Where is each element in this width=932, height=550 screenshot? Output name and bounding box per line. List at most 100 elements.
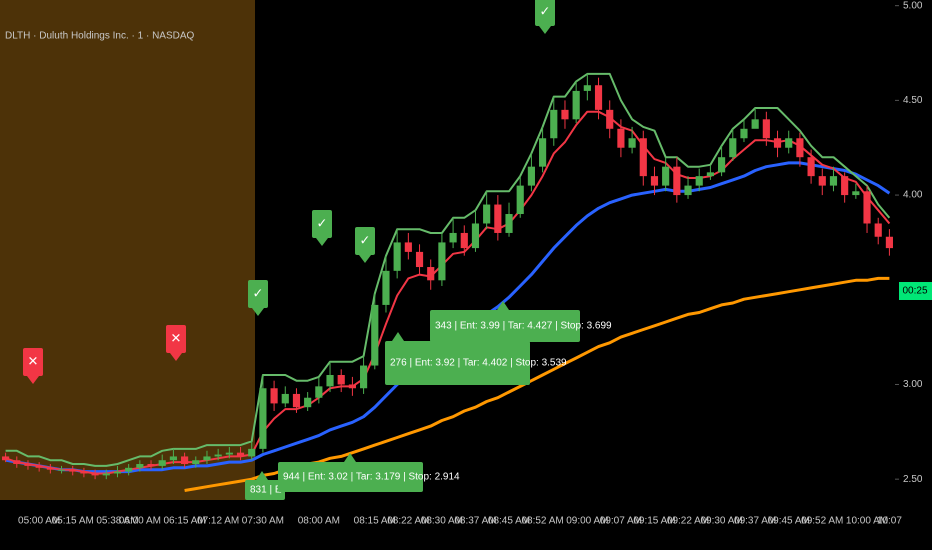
- countdown-label: 00:25: [902, 286, 927, 297]
- trade-box: 831 | E: [245, 471, 285, 500]
- trade-box-bg: [385, 341, 530, 385]
- candle-body: [360, 365, 368, 389]
- candle-body: [527, 166, 535, 186]
- signal-badge: ✓: [355, 227, 375, 263]
- candle-body: [516, 185, 524, 215]
- signal-pointer: [316, 238, 328, 246]
- trade-pointer: [392, 332, 404, 341]
- candle-body: [729, 138, 737, 158]
- candle-body: [270, 388, 278, 404]
- candle-body: [539, 138, 547, 167]
- candle-body: [662, 166, 670, 186]
- signal-box: [23, 348, 43, 376]
- trade-box-bg: [278, 462, 423, 492]
- candle-body: [483, 204, 491, 224]
- candle-body: [829, 176, 838, 186]
- signal-box: [355, 227, 375, 255]
- candle-body: [203, 456, 211, 461]
- candle-body: [594, 85, 603, 110]
- candle-body: [438, 242, 446, 281]
- candle-body: [69, 469, 77, 472]
- candle-body: [91, 473, 99, 476]
- signal-badge: ✕: [166, 325, 186, 361]
- candle-body: [57, 469, 66, 471]
- candle-body: [550, 109, 558, 139]
- x-tick-label: 08:00 AM: [298, 516, 340, 527]
- candle-body: [796, 138, 804, 158]
- signal-badge: ✓: [312, 210, 332, 246]
- candle-body: [762, 119, 770, 139]
- trade-pointer: [256, 471, 268, 480]
- signal-box: [166, 325, 186, 353]
- candle-body: [415, 251, 424, 268]
- candle-body: [337, 375, 345, 385]
- x-tick-label: 05:00 AM: [18, 516, 60, 527]
- candle-body: [136, 464, 144, 468]
- x-tick-label: 08:30 AM: [421, 516, 463, 527]
- trade-label: 276 | Ent: 3.92 | Tar: 4.402 | Stop: 3.5…: [390, 358, 567, 369]
- candle-body: [785, 138, 793, 148]
- candle-body: [158, 460, 166, 466]
- candle-body: [181, 456, 189, 465]
- candle-body: [617, 128, 625, 148]
- candle-body: [471, 223, 480, 249]
- candle-body: [852, 191, 860, 196]
- signal-box: [312, 210, 332, 238]
- candle-body: [885, 236, 893, 249]
- candle-body: [505, 214, 513, 233]
- trade-pointer: [344, 453, 356, 462]
- trade-box: 944 | Ent: 3.02 | Tar: 3.179 | Stop: 2.9…: [278, 453, 460, 492]
- trade-label: 831 | E: [250, 485, 282, 496]
- candle-body: [281, 393, 289, 404]
- y-tick-label: 4.50: [903, 95, 923, 106]
- chart-title: DLTH · Duluth Holdings Inc. · 1 · NASDAQ: [5, 31, 195, 42]
- candle-body: [169, 456, 177, 461]
- x-tick-label: 08:37 AM: [454, 516, 496, 527]
- x-tick-label: 05:38 AM: [96, 516, 138, 527]
- signal-pointer: [539, 26, 551, 34]
- candle-body: [236, 452, 245, 457]
- grid-layer: [895, 5, 899, 480]
- candle-body: [125, 467, 133, 472]
- x-tick-label: 07:12 AM: [197, 516, 239, 527]
- candle-body: [382, 270, 390, 305]
- candle-body: [427, 267, 435, 281]
- candle-body: [863, 191, 871, 224]
- trade-box: 276 | Ent: 3.92 | Tar: 4.402 | Stop: 3.5…: [385, 332, 567, 385]
- x-tick-label: 10:00 AM: [846, 516, 888, 527]
- x-tick-label: 06:15 AM: [163, 516, 205, 527]
- candle-body: [102, 473, 110, 476]
- signal-pointer: [27, 376, 39, 384]
- candle-body: [304, 397, 312, 408]
- candle-body: [751, 119, 759, 129]
- trade-label: 944 | Ent: 3.02 | Tar: 3.179 | Stop: 2.9…: [283, 472, 460, 483]
- candle-body: [606, 109, 614, 129]
- y-tick-label: 2.50: [903, 474, 923, 485]
- candle-body: [773, 138, 782, 148]
- candle-body: [259, 388, 267, 449]
- candle-body: [35, 465, 43, 468]
- candle-body: [192, 460, 200, 465]
- candle-body: [404, 242, 412, 252]
- candle-body: [214, 454, 222, 457]
- trade-box: 343 | Ent: 3.99 | Tar: 4.427 | Stop: 3.6…: [430, 301, 612, 342]
- x-tick-label: 09:07 AM: [600, 516, 642, 527]
- x-tick-label: 08:52 AM: [521, 516, 563, 527]
- candle-body: [874, 223, 882, 237]
- signal-pointer: [170, 353, 182, 361]
- candle-body: [460, 232, 468, 249]
- signal-badge: ✓: [248, 280, 268, 316]
- y-tick-label: 5.00: [903, 0, 923, 11]
- candle-body: [718, 157, 726, 173]
- signal-label: ✓: [540, 3, 551, 18]
- candle-body: [494, 204, 502, 233]
- y-tick-label: 4.00: [903, 190, 923, 201]
- candle-body: [24, 464, 32, 466]
- candle-body: [572, 90, 580, 120]
- signal-badge: ✓: [535, 0, 555, 34]
- x-tick-label: 09:52 AM: [801, 516, 843, 527]
- candle-body: [393, 242, 401, 271]
- x-tick-label: 07:30 AM: [242, 516, 284, 527]
